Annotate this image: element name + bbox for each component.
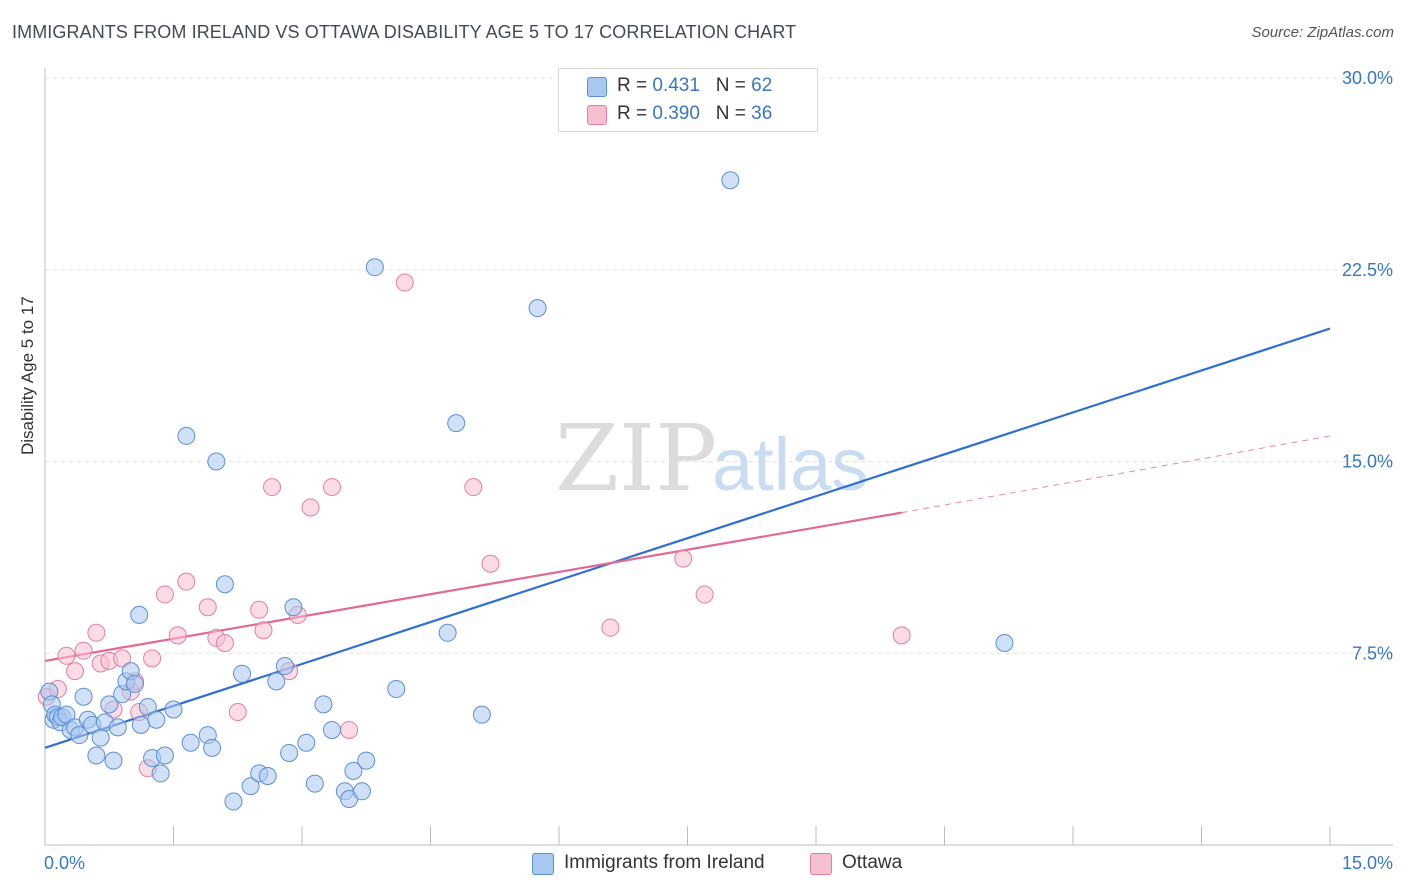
point-ireland-35 (203, 738, 222, 757)
point-ireland-55 (357, 751, 376, 770)
point-ireland-44 (275, 657, 294, 676)
point-ireland-28 (147, 710, 166, 729)
point-ireland-40 (241, 777, 260, 796)
point-ireland-14 (87, 746, 106, 765)
point-ottawa-29 (340, 720, 359, 739)
point-ottawa-15 (155, 585, 174, 604)
point-ireland-61 (528, 299, 547, 318)
legend-stats-ireland: R = 0.431 N = 62 (617, 75, 773, 96)
point-ottawa-31 (464, 478, 483, 497)
point-ottawa-28 (322, 478, 341, 497)
axes (44, 68, 1393, 846)
correlation-legend: R = 0.431 N = 62 R = 0.390 N = 36 (558, 68, 818, 132)
bottom-legend-swatch-ireland (532, 853, 554, 875)
point-ireland-23 (125, 674, 144, 693)
y-tick-label-2: 22.5% (1342, 260, 1393, 280)
bottom-legend-label-ireland: Immigrants from Ireland (564, 852, 765, 873)
point-ottawa-27 (301, 498, 320, 517)
x-tick-labels: 0.0% 15.0% (44, 853, 1393, 873)
point-ireland-26 (138, 697, 157, 716)
point-ottawa-21 (228, 703, 247, 722)
point-ottawa-9 (113, 649, 132, 668)
point-ireland-38 (224, 792, 243, 811)
point-ottawa-3 (65, 662, 84, 681)
point-ottawa-24 (263, 478, 282, 497)
point-ottawa-22 (250, 600, 269, 619)
point-ireland-50 (322, 720, 341, 739)
point-ottawa-18 (198, 598, 217, 617)
point-ottawa-34 (674, 549, 693, 568)
legend-swatch-ottawa (587, 105, 607, 125)
point-ireland-54 (352, 782, 371, 801)
point-ireland-25 (131, 715, 150, 734)
y-tick-labels: 7.5% 15.0% 22.5% 30.0% (1342, 68, 1393, 663)
point-ireland-43 (267, 672, 286, 691)
trend-lines (44, 327, 1331, 749)
scatter-points (37, 171, 1014, 811)
point-ireland-39 (233, 664, 252, 683)
point-ireland-45 (280, 743, 299, 762)
point-ireland-59 (447, 414, 466, 433)
y-tick-label-1: 15.0% (1342, 452, 1393, 472)
bottom-legend-swatch-ottawa (810, 853, 832, 875)
point-ireland-30 (155, 746, 174, 765)
point-ireland-42 (258, 766, 277, 785)
point-ottawa-5 (87, 623, 106, 642)
point-ireland-10 (70, 726, 89, 745)
point-ireland-29 (151, 764, 170, 783)
point-ireland-47 (297, 733, 316, 752)
chart-title: IMMIGRANTS FROM IRELAND VS OTTAWA DISABI… (12, 22, 797, 42)
point-ottawa-2 (57, 646, 76, 665)
point-ottawa-35 (695, 585, 714, 604)
point-ottawa-23 (254, 621, 273, 640)
legend-swatch-ireland (587, 77, 607, 97)
point-ottawa-36 (892, 626, 911, 645)
point-ireland-57 (387, 680, 406, 699)
point-ireland-62 (721, 171, 740, 190)
point-ireland-31 (177, 426, 196, 445)
trend-line-0 (44, 327, 1331, 749)
point-ireland-32 (164, 700, 183, 719)
point-ottawa-16 (168, 626, 187, 645)
point-ireland-48 (305, 774, 324, 793)
chart-source: Source: ZipAtlas.com (1251, 24, 1394, 41)
point-ireland-18 (104, 751, 123, 770)
point-ireland-60 (472, 705, 491, 724)
point-ottawa-20 (215, 634, 234, 653)
point-ireland-24 (130, 605, 149, 624)
point-ireland-58 (438, 623, 457, 642)
x-tick-label-end: 15.0% (1342, 853, 1393, 873)
point-ireland-11 (74, 687, 93, 706)
point-ottawa-30 (395, 273, 414, 292)
gridlines (45, 77, 1393, 654)
legend-stats-ottawa: R = 0.390 N = 36 (617, 103, 773, 124)
point-ireland-56 (365, 258, 384, 277)
x-tick-label-start: 0.0% (44, 853, 85, 873)
point-ireland-33 (181, 733, 200, 752)
y-tick-label-3: 30.0% (1342, 68, 1393, 88)
point-ottawa-17 (177, 572, 196, 591)
point-ireland-53 (344, 761, 363, 780)
point-ireland-19 (108, 718, 127, 737)
point-ireland-63 (995, 634, 1014, 653)
point-ireland-17 (100, 695, 119, 714)
watermark-zip: ZIP (555, 405, 717, 512)
y-tick-label-0: 7.5% (1352, 643, 1393, 663)
point-ireland-49 (314, 695, 333, 714)
point-ottawa-33 (601, 618, 620, 637)
point-ottawa-4 (74, 641, 93, 660)
y-axis-label: Disability Age 5 to 17 (18, 296, 37, 455)
point-ireland-36 (207, 452, 226, 471)
point-ireland-46 (284, 598, 303, 617)
point-ottawa-14 (143, 649, 162, 668)
bottom-legend-label-ottawa: Ottawa (842, 852, 903, 873)
point-ireland-15 (91, 728, 110, 747)
watermark-atlas: atlas (712, 423, 868, 506)
trend-line-1 (44, 511, 902, 663)
point-ottawa-32 (481, 554, 500, 573)
point-ireland-37 (215, 575, 234, 594)
